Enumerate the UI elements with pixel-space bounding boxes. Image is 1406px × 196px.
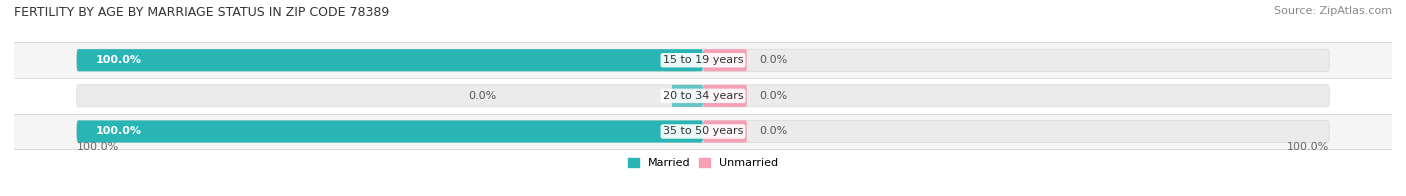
Bar — [14, 78, 1392, 114]
Text: 0.0%: 0.0% — [759, 55, 787, 65]
Text: 100.0%: 100.0% — [96, 126, 142, 136]
Text: 0.0%: 0.0% — [759, 126, 787, 136]
FancyBboxPatch shape — [703, 121, 747, 142]
Bar — [14, 114, 1392, 149]
Text: 35 to 50 years: 35 to 50 years — [662, 126, 744, 136]
Text: 100.0%: 100.0% — [77, 142, 120, 152]
Text: 20 to 34 years: 20 to 34 years — [662, 91, 744, 101]
FancyBboxPatch shape — [703, 85, 747, 107]
Legend: Married, Unmarried: Married, Unmarried — [627, 158, 779, 169]
Text: Source: ZipAtlas.com: Source: ZipAtlas.com — [1274, 6, 1392, 16]
Text: FERTILITY BY AGE BY MARRIAGE STATUS IN ZIP CODE 78389: FERTILITY BY AGE BY MARRIAGE STATUS IN Z… — [14, 6, 389, 19]
Text: 15 to 19 years: 15 to 19 years — [662, 55, 744, 65]
FancyBboxPatch shape — [77, 49, 703, 71]
FancyBboxPatch shape — [672, 85, 703, 107]
FancyBboxPatch shape — [77, 121, 703, 142]
Text: 0.0%: 0.0% — [759, 91, 787, 101]
Text: 100.0%: 100.0% — [96, 55, 142, 65]
Bar — [14, 42, 1392, 78]
Text: 100.0%: 100.0% — [1286, 142, 1329, 152]
FancyBboxPatch shape — [77, 85, 1329, 107]
Text: 0.0%: 0.0% — [468, 91, 496, 101]
FancyBboxPatch shape — [77, 121, 1329, 142]
FancyBboxPatch shape — [703, 49, 747, 71]
FancyBboxPatch shape — [77, 49, 1329, 71]
